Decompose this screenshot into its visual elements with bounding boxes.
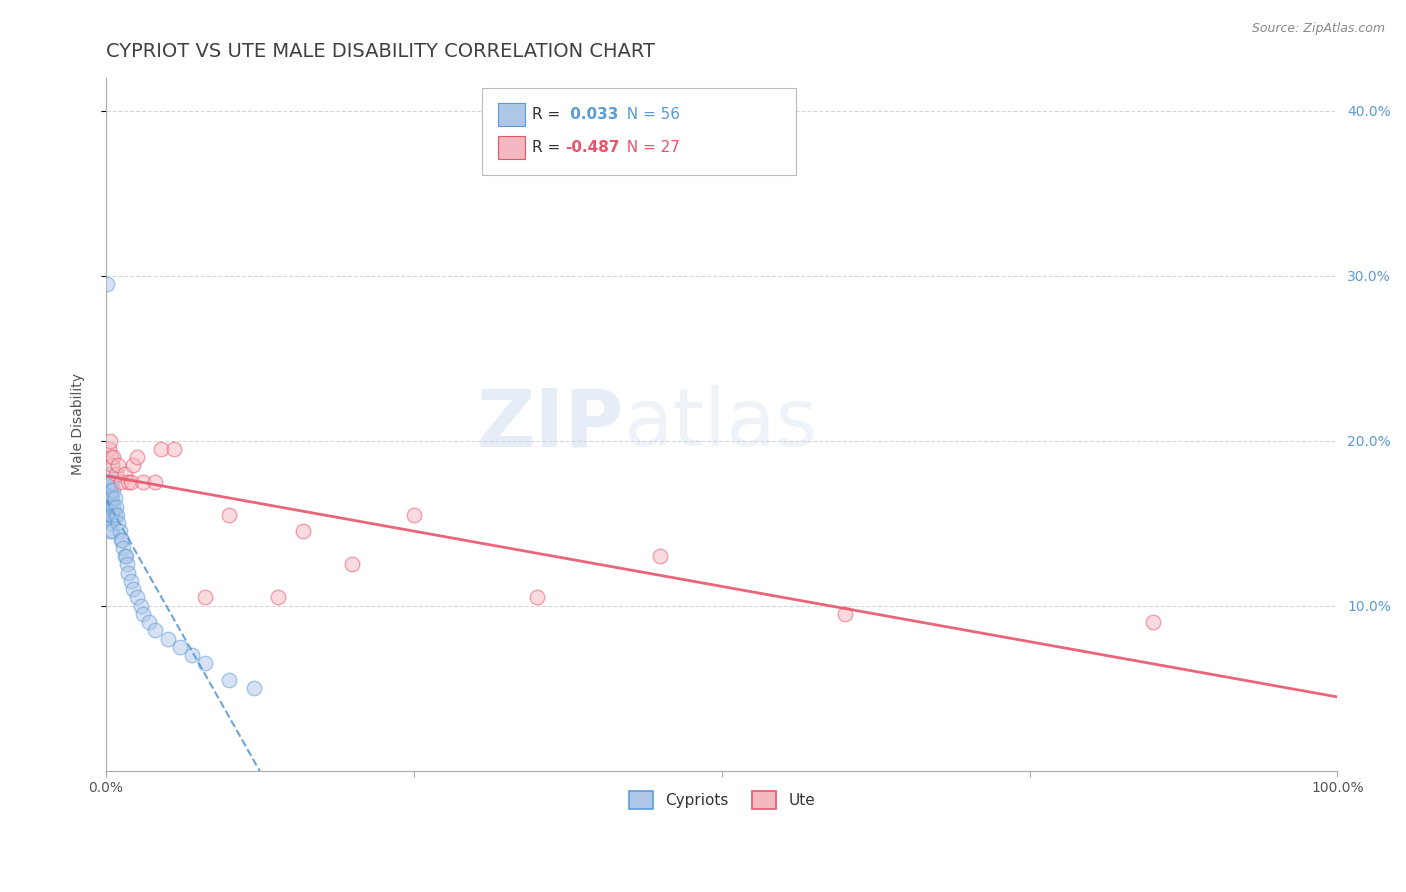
Text: Source: ZipAtlas.com: Source: ZipAtlas.com (1251, 22, 1385, 36)
Point (218, 673, 240, 687)
Point (117, 566, 139, 580)
Point (834, 607, 856, 621)
Point (98, 500, 121, 514)
Point (97, 483, 120, 497)
Point (120, 475, 142, 489)
Point (111, 533, 134, 547)
FancyBboxPatch shape (482, 88, 796, 175)
Point (181, 648, 204, 662)
Text: CYPRIOT VS UTE MALE DISABILITY CORRELATION CHART: CYPRIOT VS UTE MALE DISABILITY CORRELATI… (105, 42, 655, 61)
Point (526, 591, 548, 605)
Point (96, 491, 118, 506)
Point (402, 508, 425, 522)
Point (650, 549, 672, 563)
Point (97, 508, 120, 522)
Point (132, 607, 155, 621)
Point (104, 467, 127, 481)
Point (243, 681, 266, 695)
Point (108, 524, 131, 539)
Point (143, 624, 166, 638)
Text: -0.487: -0.487 (565, 140, 620, 155)
Point (100, 450, 122, 464)
Point (98, 491, 121, 506)
FancyBboxPatch shape (498, 103, 524, 126)
Point (163, 442, 186, 456)
Legend: Cypriots, Ute: Cypriots, Ute (623, 785, 821, 815)
Point (103, 450, 125, 464)
Point (150, 442, 173, 456)
Point (129, 599, 152, 613)
Y-axis label: Male Disability: Male Disability (72, 373, 86, 475)
Point (107, 516, 129, 530)
Point (125, 450, 148, 464)
Point (110, 533, 132, 547)
Point (104, 500, 127, 514)
Text: N = 27: N = 27 (617, 140, 681, 155)
Point (103, 500, 125, 514)
Point (218, 508, 240, 522)
Point (125, 591, 148, 605)
Point (194, 657, 217, 671)
Point (100, 500, 122, 514)
Point (117, 475, 139, 489)
Point (267, 591, 290, 605)
Point (97, 500, 120, 514)
Point (104, 508, 127, 522)
Point (342, 558, 364, 572)
Point (97, 475, 120, 489)
Point (138, 615, 160, 629)
Point (107, 458, 129, 473)
Point (96, 483, 118, 497)
Text: N = 56: N = 56 (617, 107, 681, 122)
Point (98, 483, 121, 497)
Point (103, 483, 125, 497)
Point (96, 277, 118, 291)
Point (100, 475, 122, 489)
Point (292, 524, 315, 539)
Point (114, 549, 136, 563)
Point (114, 549, 136, 563)
Point (101, 491, 124, 506)
Point (96, 475, 118, 489)
Text: atlas: atlas (623, 385, 818, 463)
Text: ZIP: ZIP (477, 385, 623, 463)
Text: R =: R = (531, 107, 565, 122)
Point (98, 516, 121, 530)
Text: 0.033: 0.033 (565, 107, 619, 122)
Point (194, 591, 217, 605)
Point (104, 491, 127, 506)
Point (98, 524, 121, 539)
Point (122, 582, 145, 596)
Point (97, 467, 120, 481)
Text: R =: R = (531, 140, 565, 155)
Point (1142, 615, 1164, 629)
Point (169, 640, 191, 654)
FancyBboxPatch shape (498, 136, 524, 160)
Point (97, 491, 120, 506)
Point (101, 458, 124, 473)
Point (112, 541, 135, 555)
Point (122, 458, 145, 473)
Point (156, 632, 179, 646)
Point (115, 558, 138, 572)
Point (105, 508, 128, 522)
Point (97, 442, 120, 456)
Point (98, 434, 121, 448)
Point (100, 483, 122, 497)
Point (110, 475, 132, 489)
Point (143, 475, 166, 489)
Point (114, 467, 136, 481)
Point (101, 524, 124, 539)
Point (96, 508, 118, 522)
Point (98, 508, 121, 522)
Point (101, 475, 124, 489)
Point (120, 574, 142, 588)
Point (96, 500, 118, 514)
Point (98, 475, 121, 489)
Point (101, 508, 124, 522)
Point (132, 475, 155, 489)
Point (100, 508, 122, 522)
Point (100, 491, 122, 506)
